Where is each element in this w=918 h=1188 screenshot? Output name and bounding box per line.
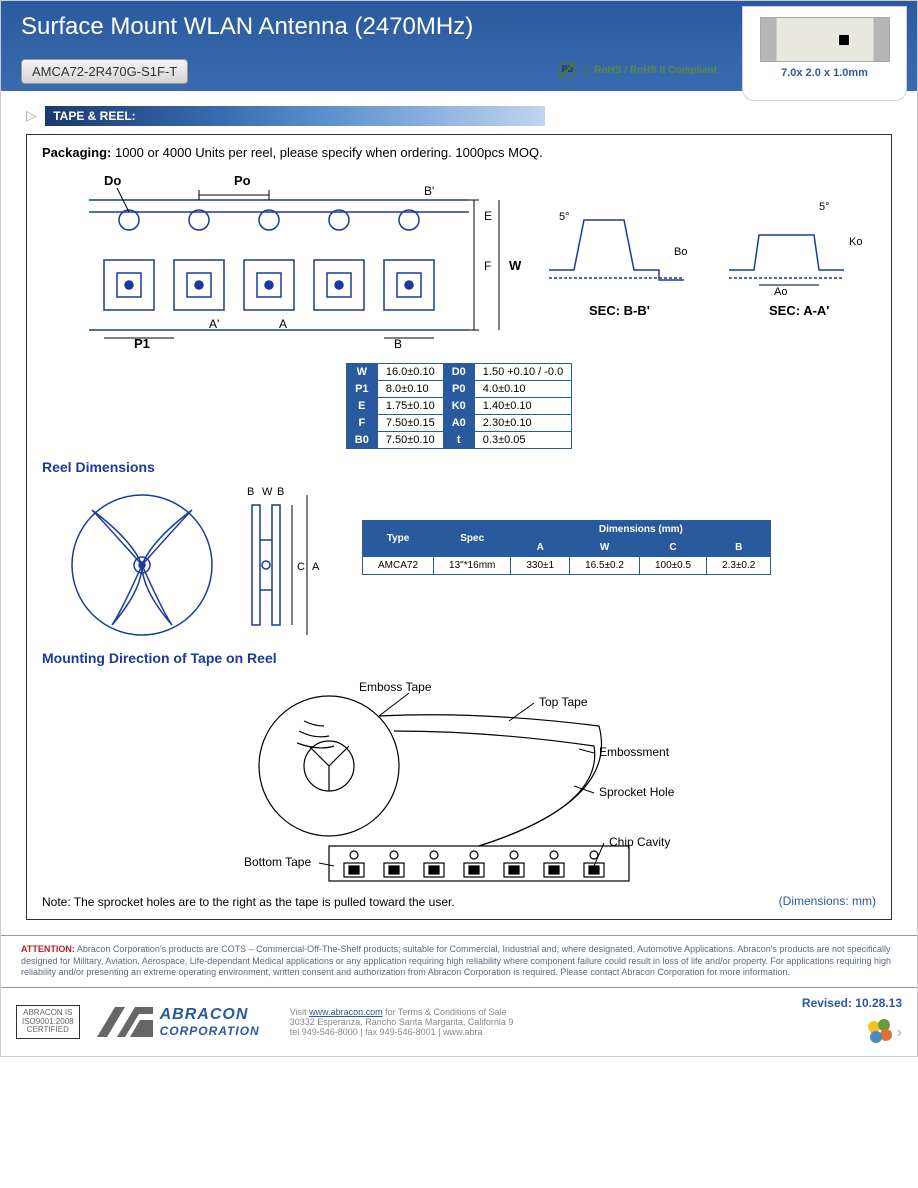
chip-icon: [760, 17, 890, 62]
pb-free-icon: Pb: [558, 61, 576, 79]
svg-text:Embossment: Embossment: [599, 745, 670, 759]
section-header-row: ▷ TAPE & REEL:: [26, 106, 892, 134]
website-link[interactable]: www.abracon.com: [309, 1007, 383, 1017]
svg-text:W: W: [262, 486, 273, 498]
chevron-right-icon[interactable]: ›: [897, 1024, 902, 1041]
footer-contact: Visit www.abracon.com for Terms & Condit…: [290, 1007, 514, 1037]
compliance-label: Pb RoHS / RoHS II Compliant: [558, 61, 717, 79]
sprocket-note: Note: The sprocket holes are to the righ…: [42, 895, 455, 909]
section-title: TAPE & REEL:: [45, 106, 545, 126]
svg-text:Po: Po: [234, 173, 251, 188]
revision-info: Revised: 10.28.13 ›: [802, 996, 902, 1048]
svg-text:A: A: [279, 317, 287, 331]
abracon-logo-icon: [95, 1002, 155, 1042]
page-header: Surface Mount WLAN Antenna (2470MHz) AMC…: [1, 1, 917, 91]
mount-svg: Emboss Tape Top Tape Embossment Sprocket…: [199, 671, 719, 891]
tape-diagram: Do Po B' E F W P1 A'A B: [42, 170, 876, 353]
flower-icon: [864, 1015, 894, 1045]
part-number-badge: AMCA72-2R470G-S1F-T: [21, 59, 188, 84]
datasheet-page: Surface Mount WLAN Antenna (2470MHz) AMC…: [0, 0, 918, 1057]
page-footer: ABRACON ISISO9001:2008CERTIFIED ABRACON …: [1, 988, 917, 1056]
svg-text:B': B': [424, 184, 434, 198]
table-row: TypeSpecDimensions (mm): [363, 521, 771, 539]
attention-disclaimer: ATTENTION: Abracon Corporation's product…: [1, 935, 917, 988]
mount-header: Mounting Direction of Tape on Reel: [42, 650, 876, 666]
svg-text:B: B: [277, 486, 284, 498]
svg-text:B: B: [394, 337, 402, 350]
dim-unit-label: (Dimensions: mm): [779, 894, 876, 908]
svg-text:SEC: B-B': SEC: B-B': [589, 303, 650, 318]
table-row: F7.50±0.15A02.30±0.10: [346, 415, 571, 432]
mount-diagram: Emboss Tape Top Tape Embossment Sprocket…: [42, 671, 876, 894]
svg-text:Ko: Ko: [849, 236, 862, 248]
table-row: P18.0±0.10P04.0±0.10: [346, 381, 571, 398]
svg-text:E: E: [484, 209, 492, 223]
arrow-icon: ▷: [26, 107, 37, 123]
svg-text:Ao: Ao: [774, 286, 787, 298]
reel-section: BWB CA TypeSpecDimensions (mm) AWCB AMCA…: [42, 480, 876, 640]
svg-text:Bo: Bo: [674, 246, 687, 258]
svg-text:Sprocket Hole: Sprocket Hole: [599, 785, 675, 799]
tape-svg: Do Po B' E F W P1 A'A B: [49, 170, 869, 350]
reel-table: TypeSpecDimensions (mm) AWCB AMCA7213"*1…: [362, 520, 771, 575]
content-area: ▷ TAPE & REEL: Packaging: 1000 or 4000 U…: [1, 91, 917, 935]
svg-text:5°: 5°: [559, 211, 570, 223]
svg-text:A: A: [312, 561, 320, 573]
svg-text:SEC: A-A': SEC: A-A': [769, 303, 829, 318]
svg-text:W: W: [509, 258, 522, 273]
svg-text:B: B: [247, 486, 254, 498]
table-row: AMCA7213"*16mm330±116.5±0.2100±0.52.3±0.…: [363, 557, 771, 575]
svg-text:F: F: [484, 259, 491, 273]
do-label: Do: [104, 173, 121, 188]
svg-text:Emboss Tape: Emboss Tape: [359, 680, 432, 694]
section-content: Packaging: 1000 or 4000 Units per reel, …: [26, 134, 892, 920]
svg-text:Bottom Tape: Bottom Tape: [244, 855, 311, 869]
cert-badge: ABRACON ISISO9001:2008CERTIFIED: [16, 1005, 80, 1039]
product-image-box: 7.0x 2.0 x 1.0mm: [742, 6, 907, 101]
svg-text:Top Tape: Top Tape: [539, 695, 588, 709]
reel-dims-header: Reel Dimensions: [42, 459, 876, 475]
packaging-text: Packaging: 1000 or 4000 Units per reel, …: [42, 145, 876, 160]
table-row: B07.50±0.10t0.3±0.05: [346, 432, 571, 449]
svg-text:5°: 5°: [819, 201, 830, 213]
product-dimensions: 7.0x 2.0 x 1.0mm: [743, 67, 906, 79]
reel-diagram: BWB CA: [42, 480, 342, 640]
svg-text:Chip Cavity: Chip Cavity: [609, 835, 670, 849]
note-row: Note: The sprocket holes are to the righ…: [42, 894, 876, 909]
company-logo: ABRACON CORPORATION: [95, 1002, 260, 1042]
svg-text:A': A': [209, 317, 219, 331]
svg-text:C: C: [297, 561, 305, 573]
table-row: E1.75±0.10K01.40±0.10: [346, 398, 571, 415]
table-row: W16.0±0.10D01.50 +0.10 / -0.0: [346, 364, 571, 381]
spec-table: W16.0±0.10D01.50 +0.10 / -0.0 P18.0±0.10…: [346, 363, 572, 449]
